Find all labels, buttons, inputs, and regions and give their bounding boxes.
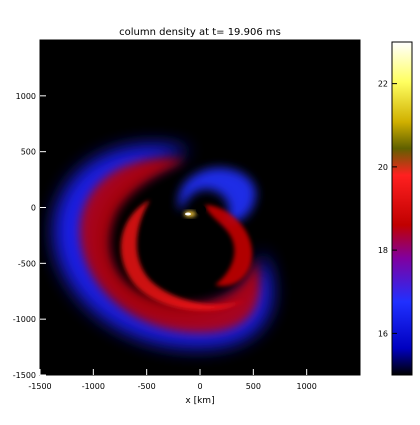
x-tick-label: 1000 [296, 382, 316, 391]
y-tick-label: 500 [21, 148, 36, 157]
density-image [53, 144, 273, 349]
outer-red-arm [79, 158, 260, 334]
colorbar-tick-label: 22 [378, 80, 388, 89]
colorbar-tick-label: 20 [378, 163, 388, 172]
y-tick-label: 1000 [16, 92, 36, 101]
plot-title: column density at t= 19.906 ms [119, 27, 281, 38]
colorbar-tick-label: 18 [378, 246, 388, 255]
x-tick-label: -1500 [28, 382, 51, 391]
x-tick-label: 500 [246, 382, 261, 391]
x-tick-label: -1000 [82, 382, 105, 391]
colorbar [391, 41, 413, 376]
central-object [196, 205, 206, 215]
colorbar-ticks: 16 18 20 22 [378, 80, 397, 338]
core-red-arm [120, 200, 245, 311]
y-ticks: -1500 -1000 -500 0 500 1000 [13, 92, 46, 380]
x-ticks: -1500 -1000 -500 0 500 1000 [28, 369, 317, 391]
y-tick-label: -1000 [13, 315, 36, 324]
y-tick-label: -500 [18, 259, 36, 268]
inner-blue-spiral [178, 167, 256, 223]
y-tick-label: -1500 [13, 371, 36, 380]
hot-core [185, 212, 191, 216]
inner-red-spiral [205, 205, 253, 286]
colorbar-tick-label: 16 [378, 329, 388, 338]
y-tick-label: 0 [31, 204, 36, 213]
x-axis-label: x [km] [185, 396, 214, 406]
x-tick-label: 0 [197, 382, 202, 391]
x-tick-label: -500 [138, 382, 156, 391]
